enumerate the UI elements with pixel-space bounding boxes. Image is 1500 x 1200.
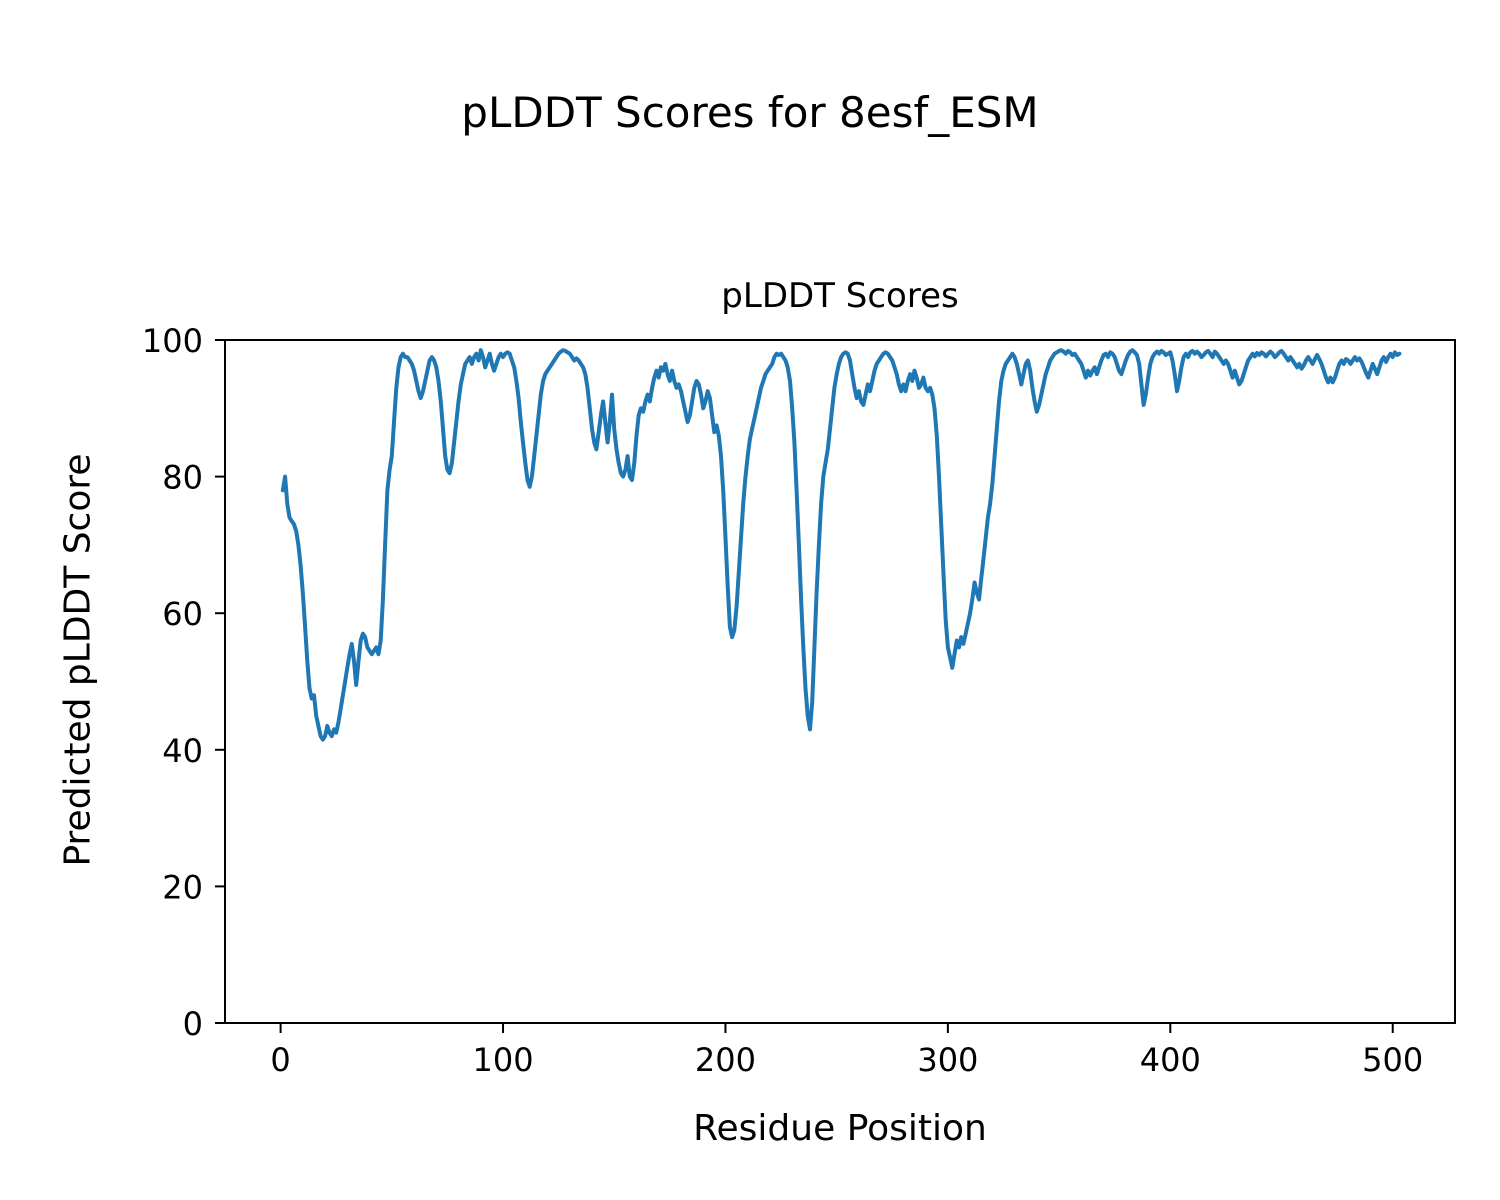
x-tick-label: 500 [1362,1041,1423,1079]
y-tick-label: 100 [142,322,203,360]
x-axis-label: Residue Position [693,1108,987,1149]
axes-title: pLDDT Scores [721,276,959,316]
x-tick-label: 0 [270,1041,290,1079]
y-tick-label: 80 [162,459,203,497]
y-tick-label: 0 [183,1005,203,1043]
x-tick-label: 400 [1140,1041,1201,1079]
y-tick-label: 60 [162,595,203,633]
axes-spines [224,339,1456,1024]
x-tick-label: 100 [472,1041,533,1079]
y-tick-label: 40 [162,732,203,770]
figure-suptitle: pLDDT Scores for 8esf_ESM [461,88,1039,137]
plddt-line [280,348,1402,742]
y-tick-label: 20 [162,868,203,906]
x-tick-label: 300 [917,1041,978,1079]
x-tick-label: 200 [695,1041,756,1079]
